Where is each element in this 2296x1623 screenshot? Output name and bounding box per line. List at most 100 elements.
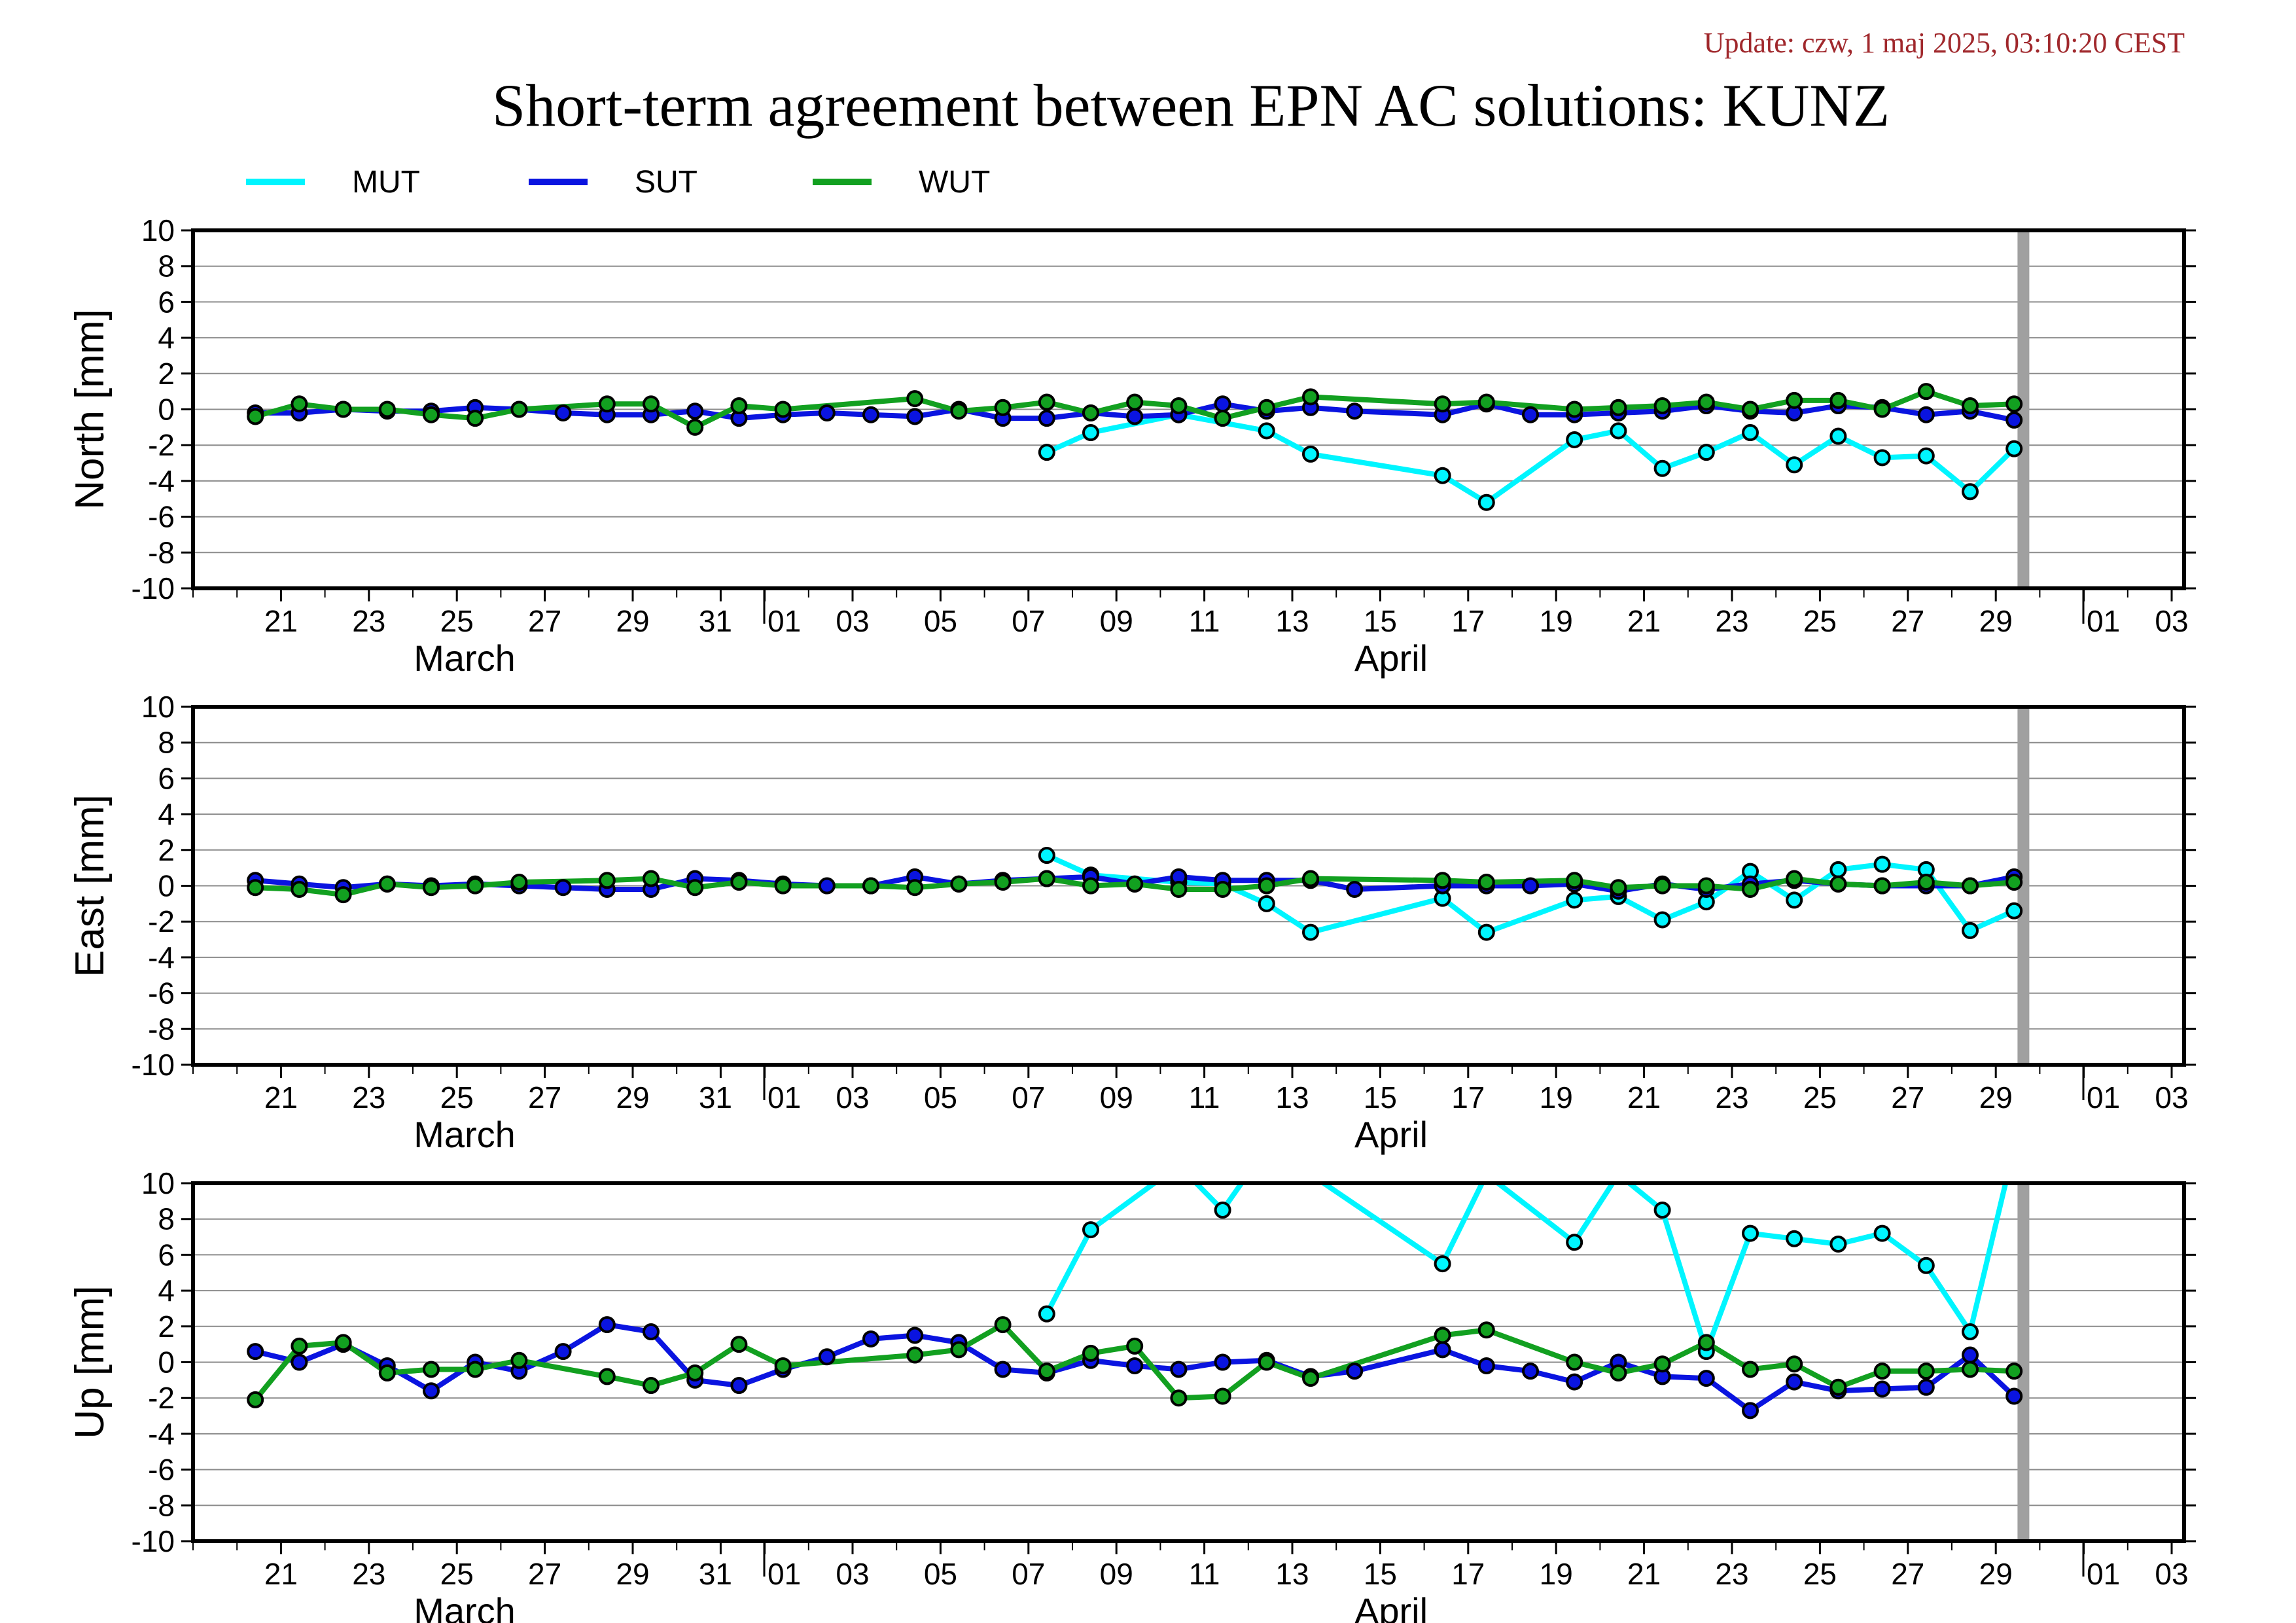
plot-area	[247, 383, 2023, 511]
data-point-wut	[774, 877, 792, 895]
plot-frame	[191, 705, 2186, 1067]
data-point-wut	[1962, 397, 1979, 415]
data-point-wut	[1829, 875, 1847, 893]
y-tick-label: 6	[158, 761, 175, 795]
x-tick-label: 07	[1012, 1557, 1045, 1591]
y-axis-label: North [mm]	[67, 309, 113, 510]
data-point-wut	[1742, 880, 1759, 898]
data-point-wut	[1917, 1363, 1935, 1380]
data-point-wut	[1170, 1389, 1188, 1407]
x-tick-label: 29	[1979, 604, 2013, 638]
data-point-wut	[1786, 391, 1803, 409]
data-point-wut	[1697, 877, 1715, 895]
x-tick-label: 27	[1891, 1080, 1924, 1115]
current-date-marker	[2017, 707, 2030, 1065]
data-point-sut	[1346, 1363, 1364, 1380]
plot-area	[247, 1183, 2023, 1419]
data-point-mut	[1786, 456, 1803, 474]
data-point-wut	[1829, 1378, 1847, 1396]
x-tick-label: 03	[836, 1080, 869, 1115]
y-tick-label: 0	[158, 393, 175, 427]
data-point-mut	[1214, 1202, 1231, 1219]
data-point-wut	[1126, 875, 1144, 893]
data-point-wut	[950, 1341, 968, 1359]
data-point-mut	[1742, 1224, 1759, 1242]
data-point-wut	[598, 872, 616, 889]
x-tick-label: 11	[1189, 1080, 1220, 1115]
data-point-wut	[730, 397, 748, 415]
data-point-sut	[1346, 880, 1364, 898]
data-point-wut	[1126, 1337, 1144, 1355]
legend-item-wut: WUT	[813, 164, 990, 200]
data-point-wut	[1434, 1327, 1451, 1344]
y-tick-label: -2	[148, 1381, 175, 1415]
x-tick-label: 27	[1891, 604, 1924, 638]
data-point-wut	[510, 874, 528, 891]
y-tick-label: 8	[158, 726, 175, 760]
x-tick-label: 25	[440, 1557, 474, 1591]
x-tick-label: 15	[1364, 1080, 1397, 1115]
data-point-wut	[950, 402, 968, 420]
data-point-wut	[643, 1377, 660, 1395]
data-point-wut	[686, 1364, 704, 1382]
plot-frame	[191, 228, 2186, 590]
x-tick-label: 29	[1979, 1557, 2013, 1591]
data-point-mut	[1962, 1323, 1979, 1341]
data-point-mut	[1477, 493, 1495, 511]
data-point-wut	[1170, 397, 1188, 415]
data-point-wut	[598, 395, 616, 413]
data-point-wut	[423, 879, 440, 897]
data-point-wut	[906, 390, 924, 408]
x-tick-label: 31	[699, 604, 732, 638]
data-point-sut	[1786, 1373, 1803, 1391]
data-point-wut	[1962, 1361, 1979, 1378]
data-point-sut	[1038, 410, 1055, 427]
data-point-wut	[1258, 877, 1275, 895]
y-tick-label: -8	[148, 1012, 175, 1046]
x-tick-label: 21	[264, 1557, 298, 1591]
data-point-sut	[423, 1382, 440, 1400]
data-point-wut	[774, 401, 792, 418]
data-point-wut	[1917, 383, 1935, 401]
data-point-sut	[554, 1343, 572, 1361]
x-tick-label: 23	[352, 604, 385, 638]
data-point-wut	[1873, 877, 1891, 895]
plot-frame	[191, 1181, 2186, 1543]
data-point-wut	[1214, 880, 1231, 898]
data-point-wut	[1829, 391, 1847, 409]
data-point-wut	[994, 1316, 1012, 1334]
data-point-wut	[247, 408, 264, 425]
x-tick-label: 11	[1189, 1557, 1220, 1591]
x-tick-label: 29	[616, 1080, 649, 1115]
x-tick-label: 01	[2087, 1557, 2120, 1591]
legend-swatch-wut	[813, 179, 872, 185]
month-label: April	[1354, 1114, 1428, 1155]
data-point-mut	[1434, 467, 1451, 484]
data-point-sut	[686, 402, 704, 420]
data-point-wut	[994, 874, 1012, 891]
x-tick-label: 03	[2155, 1080, 2188, 1115]
x-tick-label: 03	[836, 604, 869, 638]
data-point-sut	[906, 408, 924, 425]
y-tick-label: -10	[132, 1048, 175, 1082]
x-tick-label: 27	[1891, 1557, 1924, 1591]
data-point-sut	[1873, 1380, 1891, 1398]
y-tick-label: 4	[158, 1274, 175, 1308]
data-point-wut	[1653, 1355, 1671, 1373]
data-point-wut	[1302, 388, 1319, 406]
data-point-sut	[1477, 1357, 1495, 1374]
data-point-sut	[554, 879, 572, 897]
update-timestamp: Update: czw, 1 maj 2025, 03:10:20 CEST	[1703, 27, 2185, 59]
data-point-wut	[1302, 870, 1319, 887]
x-tick-label: 15	[1364, 1557, 1397, 1591]
data-point-wut	[1302, 1370, 1319, 1387]
data-point-wut	[291, 395, 308, 413]
x-tick-label: 25	[1803, 1557, 1837, 1591]
x-tick-label: 31	[699, 1080, 732, 1115]
data-point-wut	[643, 395, 660, 413]
y-tick-label: -6	[148, 976, 175, 1010]
data-point-mut	[1873, 449, 1891, 467]
data-point-wut	[378, 401, 396, 418]
data-point-wut	[1082, 404, 1099, 421]
